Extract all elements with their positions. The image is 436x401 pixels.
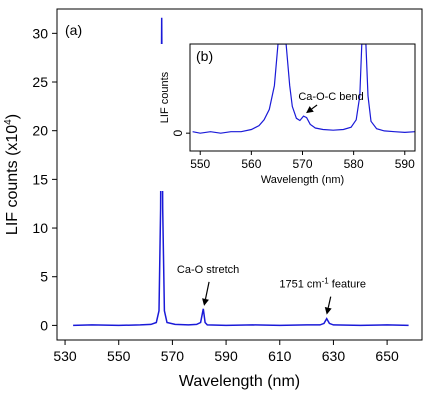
inset-x-tick-label: 550 <box>190 157 210 171</box>
main-x-tick-label: 550 <box>107 348 131 364</box>
main-x-axis-label: Wavelength (nm) <box>179 373 300 390</box>
main-chart: 530 550 570 590 610 630 650 0 5 10 15 20 25 30 (a) Wa… <box>3 8 423 390</box>
main-y-axis-label-tail: ) <box>4 114 21 119</box>
annotation-1751-feature: 1751 cm-1 feature <box>279 277 366 291</box>
main-x-tick-label: 650 <box>375 348 399 364</box>
inset-y-axis-label: LIF counts <box>159 71 171 123</box>
inset-chart: 550 560 570 580 590 0 (b) Wavelength (nm) LIF… <box>152 43 416 191</box>
main-y-tick-label: 5 <box>40 269 48 285</box>
main-x-tick-label: 530 <box>53 348 77 364</box>
main-y-tick-label: 20 <box>32 123 48 139</box>
inset-y-tick-label: 0 <box>171 130 185 137</box>
annotation-ca-o-stretch: Ca-O stretch <box>177 264 239 276</box>
inset-x-tick-label: 560 <box>241 157 261 171</box>
annotation-ca-o-stretch-arrow-head <box>202 298 209 306</box>
annotation-ca-o-c-bend-arrow-head <box>306 106 314 114</box>
inset-x-tick-label: 570 <box>292 157 312 171</box>
inset-panel-label: (b) <box>196 48 213 64</box>
main-x-tick-label: 570 <box>161 348 185 364</box>
main-y-tick-label: 30 <box>32 25 48 41</box>
inset-tick-group: 550 560 570 580 590 0 <box>171 130 415 171</box>
inset-background <box>152 44 415 191</box>
inset-plot-frame <box>189 43 416 152</box>
inset-x-tick-label: 580 <box>344 157 364 171</box>
main-annotation-group: Ca-O stretch 1751 cm-1 feature <box>177 264 366 315</box>
main-tick-group: 530 550 570 590 610 630 650 0 5 10 15 20 25 30 <box>32 25 399 364</box>
annotation-ca-o-c-bend-arrow-shaft <box>311 104 318 110</box>
annotation-1751-feature-text: 1751 cm <box>279 279 321 291</box>
main-y-axis-label-text: LIF counts (x10 <box>4 125 21 235</box>
annotation-ca-o-c-bend: Ca-O-C bend <box>298 91 363 103</box>
annotation-1751-feature-arrow-head <box>324 306 332 315</box>
annotation-1751-feature-exponent: -1 <box>322 277 330 286</box>
inset-x-axis-label: Wavelength (nm) <box>261 174 344 186</box>
main-y-tick-label: 0 <box>40 317 48 333</box>
main-y-tick-label: 15 <box>32 171 48 187</box>
inset-x-tick-label: 590 <box>395 157 415 171</box>
main-plot-frame <box>56 8 423 341</box>
main-y-tick-label: 10 <box>32 220 48 236</box>
main-y-axis-label: LIF counts (x104) <box>3 114 21 235</box>
main-x-tick-label: 630 <box>322 348 346 364</box>
annotation-1751-feature-tail: feature <box>329 279 366 291</box>
main-spectrum-line <box>73 17 409 327</box>
inset-spectrum-line <box>192 44 415 134</box>
main-panel-label: (a) <box>65 22 82 38</box>
main-x-tick-label: 610 <box>268 348 292 364</box>
annotation-1751-feature-arrow-shaft <box>327 296 332 308</box>
annotation-ca-o-stretch-arrow-shaft <box>204 281 210 300</box>
main-y-axis-label-exponent: 4 <box>3 119 14 125</box>
main-x-tick-label: 590 <box>214 348 238 364</box>
main-y-tick-label: 25 <box>32 74 48 90</box>
